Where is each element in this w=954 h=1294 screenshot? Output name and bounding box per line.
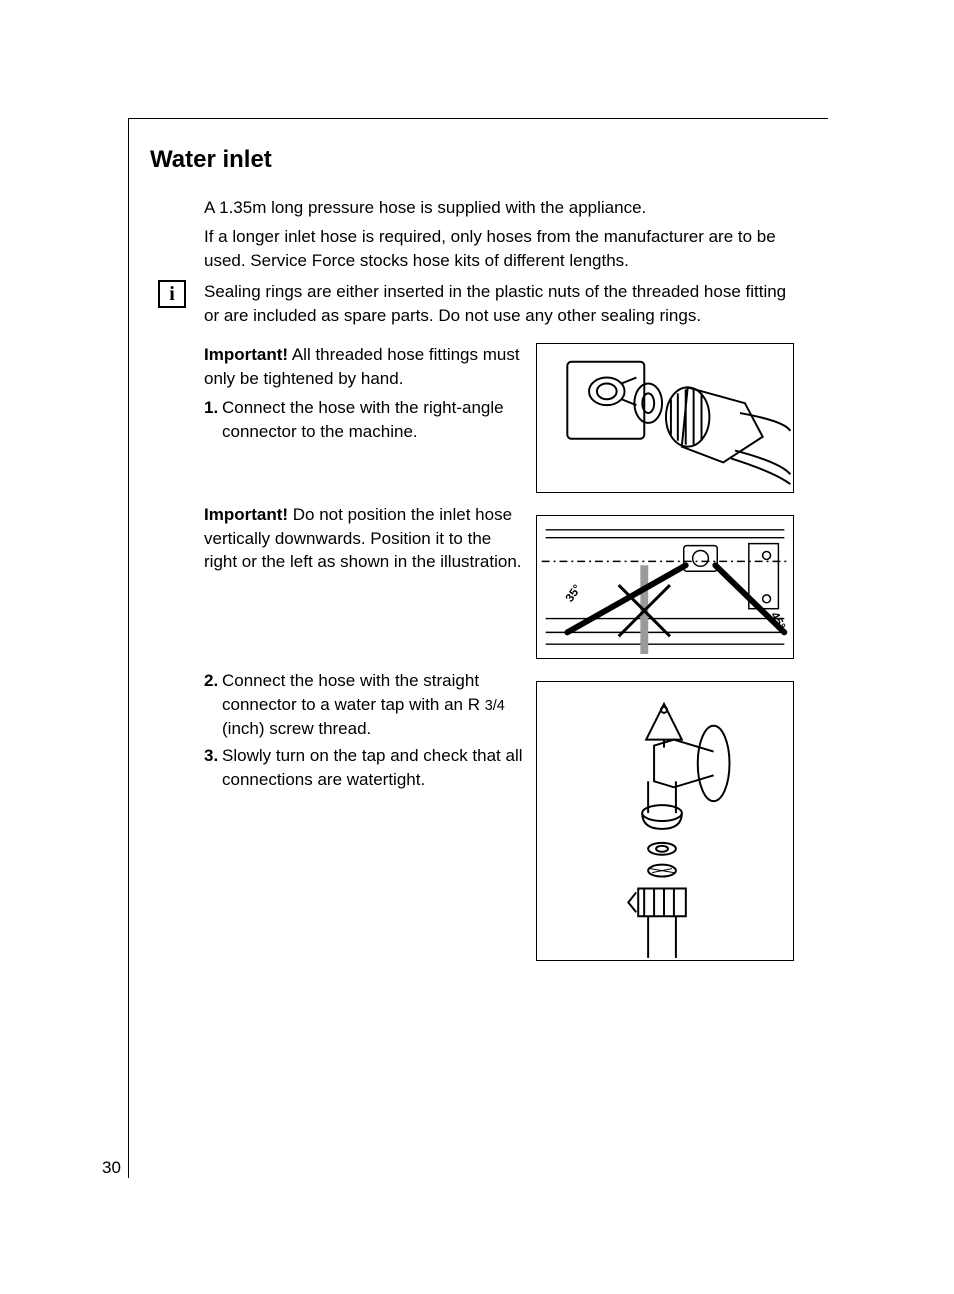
important-2: Important! Do not position the inlet hos… <box>204 503 524 573</box>
step-2: 2. Connect the hose with the straight co… <box>204 669 524 740</box>
block-2-text: Important! Do not position the inlet hos… <box>204 503 524 579</box>
figure-1 <box>536 343 794 493</box>
block-3: 2. Connect the hose with the straight co… <box>204 669 794 961</box>
important-1-label: Important! <box>204 345 288 364</box>
step-2-num: 2. <box>204 669 218 692</box>
info-icon: i <box>158 280 186 308</box>
intro-para-2: If a longer inlet hose is required, only… <box>204 225 794 272</box>
section-heading: Water inlet <box>150 146 810 174</box>
block-2: Important! Do not position the inlet hos… <box>204 503 794 659</box>
step-2-text-b: (inch) screw thread. <box>222 719 371 738</box>
body-column: A 1.35m long pressure hose is supplied w… <box>204 196 794 961</box>
page-content: Water inlet A 1.35m long pressure hose i… <box>150 146 810 961</box>
block-1: Important! All threaded hose fittings mu… <box>204 343 794 493</box>
info-note-row: i Sealing rings are either inserted in t… <box>204 280 794 333</box>
important-1: Important! All threaded hose fittings mu… <box>204 343 524 390</box>
block-3-text: 2. Connect the hose with the straight co… <box>204 669 524 795</box>
step-3-num: 3. <box>204 744 218 767</box>
figure-3-col <box>536 669 794 961</box>
fig2-left-angle: 35° <box>562 582 584 605</box>
figure-3 <box>536 681 794 961</box>
step-2-frac: 3/4 <box>485 698 505 714</box>
step-1-num: 1. <box>204 396 218 419</box>
step-3-text: Slowly turn on the tap and check that al… <box>222 746 523 788</box>
manual-page: Water inlet A 1.35m long pressure hose i… <box>0 0 954 1294</box>
step-2-text-a: Connect the hose with the straight conne… <box>222 671 485 713</box>
page-number: 30 <box>102 1158 121 1178</box>
figure-2-svg: 35° 45° <box>537 516 793 658</box>
info-note-text: Sealing rings are either inserted in the… <box>204 280 794 327</box>
figure-1-svg <box>537 344 793 492</box>
step-3: 3. Slowly turn on the tap and check that… <box>204 744 524 791</box>
step-1-text: Connect the hose with the right-angle co… <box>222 398 504 440</box>
figure-3-svg <box>537 682 793 960</box>
figure-1-col <box>536 343 794 493</box>
figure-2: 35° 45° <box>536 515 794 659</box>
block-1-text: Important! All threaded hose fittings mu… <box>204 343 524 447</box>
intro-para-1: A 1.35m long pressure hose is supplied w… <box>204 196 794 219</box>
step-1: 1. Connect the hose with the right-angle… <box>204 396 524 443</box>
fig2-right-angle: 45° <box>768 610 789 633</box>
figure-2-col: 35° 45° <box>536 503 794 659</box>
important-2-label: Important! <box>204 505 288 524</box>
